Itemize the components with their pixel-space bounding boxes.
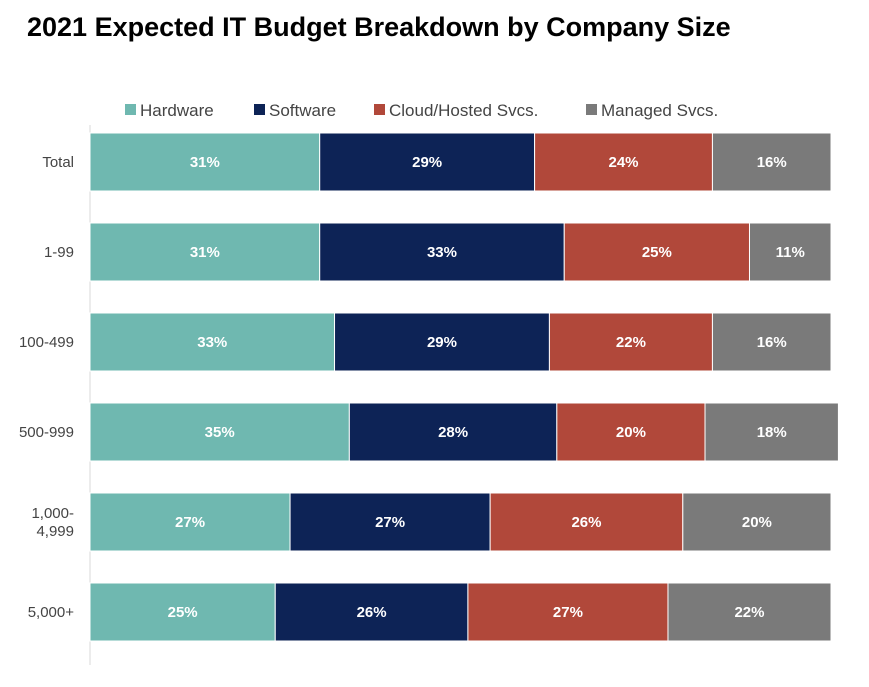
bar-segment <box>319 222 565 282</box>
bar-segment <box>534 132 713 192</box>
data-label: 31% <box>190 244 220 261</box>
data-label: 22% <box>734 604 764 621</box>
data-label: 20% <box>742 514 772 531</box>
bar-segment <box>467 582 669 642</box>
bar-segment <box>289 492 491 552</box>
category-label: Total <box>42 154 74 171</box>
chart-title: 2021 Expected IT Budget Breakdown by Com… <box>27 12 731 42</box>
category-label: 100-499 <box>19 334 74 351</box>
legend-label: Hardware <box>140 101 214 120</box>
data-label: 27% <box>175 514 205 531</box>
bar-segment <box>334 312 550 372</box>
data-label: 24% <box>609 154 639 171</box>
data-label: 11% <box>776 244 805 261</box>
bar-segment <box>319 132 536 192</box>
data-label: 33% <box>197 334 227 351</box>
data-label: 26% <box>357 604 387 621</box>
bar-segment <box>548 312 713 372</box>
data-label: 33% <box>427 244 457 261</box>
bar-segment <box>89 582 276 642</box>
bar-segment <box>89 132 321 192</box>
legend-label: Managed Svcs. <box>601 101 718 120</box>
data-label: 16% <box>757 334 787 351</box>
bar-segment <box>682 492 832 552</box>
legend-label: Cloud/Hosted Svcs. <box>389 101 538 120</box>
bar-segment <box>274 582 469 642</box>
legend: Hardware Software Cloud/Hosted Svcs. Manage… <box>125 101 718 120</box>
data-label: 27% <box>375 514 405 531</box>
legend-label: Software <box>269 101 336 120</box>
category-label: 500-999 <box>19 424 74 441</box>
bar-segment <box>704 402 839 462</box>
category-label: 5,000+ <box>28 604 75 621</box>
legend-swatch <box>254 104 265 115</box>
data-label: 27% <box>553 604 583 621</box>
data-label: 25% <box>642 244 672 261</box>
category-label: 4,999 <box>36 523 74 540</box>
bar-segment <box>711 132 832 192</box>
category-labels: Total 1-99 100-499 500-999 1,000-4,999 5,000+ <box>19 154 74 621</box>
legend-swatch <box>586 104 597 115</box>
category-label: 1,000- <box>31 505 74 522</box>
bar-segment <box>89 402 350 462</box>
data-label: 28% <box>438 424 468 441</box>
data-label: 18% <box>757 424 787 441</box>
data-label: 35% <box>205 424 235 441</box>
bar-segment <box>748 222 832 282</box>
data-label: 25% <box>168 604 198 621</box>
legend-swatch <box>374 104 385 115</box>
data-label: 29% <box>427 334 457 351</box>
data-label: 26% <box>571 514 601 531</box>
data-label: 31% <box>190 154 220 171</box>
bar-segment <box>489 492 684 552</box>
data-label: 29% <box>412 154 442 171</box>
bar-segment <box>89 312 336 372</box>
bar-segment <box>667 582 832 642</box>
bars: 31% 29% 24% 16% 31% 33% 25% 11% 33% 29% 22% 16% 35% 2… <box>89 132 839 642</box>
data-label: 20% <box>616 424 646 441</box>
legend-swatch <box>125 104 136 115</box>
bar-segment <box>711 312 832 372</box>
data-label: 22% <box>616 334 646 351</box>
data-label: 16% <box>757 154 787 171</box>
bar-segment <box>89 222 321 282</box>
bar-segment <box>348 402 558 462</box>
category-label: 1-99 <box>44 244 74 261</box>
